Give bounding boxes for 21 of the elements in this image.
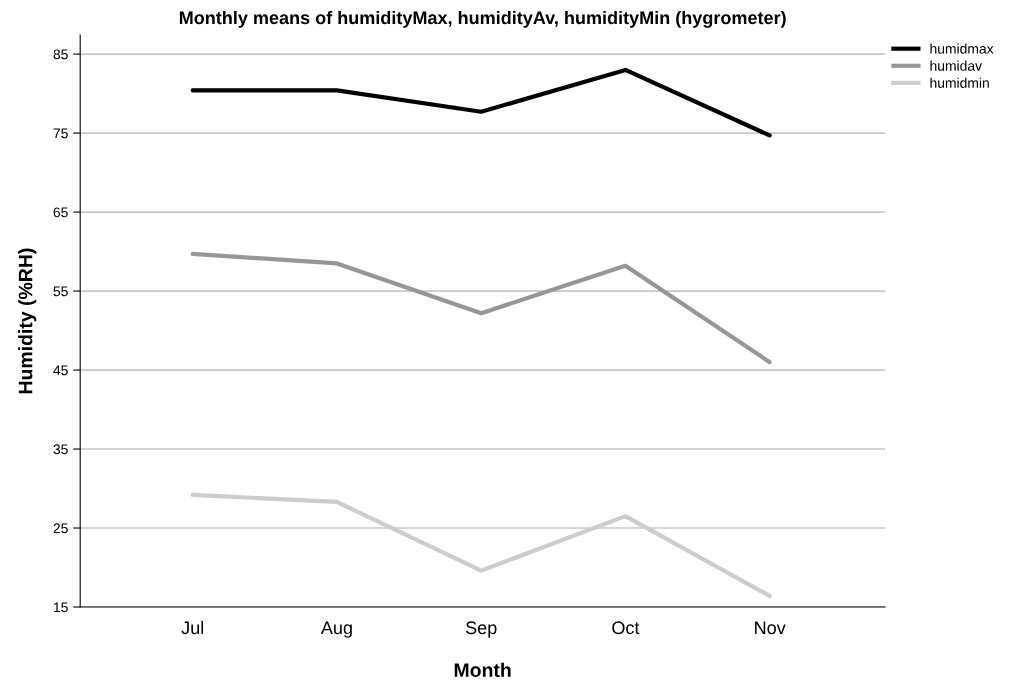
- legend-label: humidav: [930, 60, 982, 71]
- x-tick-label: Sep: [465, 621, 497, 638]
- y-tick-label: 75: [53, 128, 68, 139]
- chart-title: Monthly means of humidityMax, humidityAv, humidityMin (hygrometer): [179, 10, 786, 28]
- y-tick-label: 55: [53, 286, 68, 297]
- y-tick-label: 15: [53, 602, 68, 613]
- x-tick-label: Nov: [755, 621, 786, 635]
- x-tick-label: Aug: [320, 621, 352, 638]
- y-tick-label: 45: [53, 365, 68, 376]
- x-axis-title: Month: [454, 662, 511, 678]
- y-tick-label: 65: [53, 207, 68, 218]
- legend-label: humidmax: [930, 43, 994, 54]
- y-tick-label: 25: [53, 523, 68, 534]
- x-tick-label: Jul: [181, 620, 204, 635]
- y-tick-label: 85: [53, 49, 68, 60]
- line-series: [190, 67, 772, 138]
- y-axis-title: Humidity (%RH): [18, 248, 37, 394]
- x-tick-label: Oct: [612, 621, 640, 635]
- line-series: [190, 251, 772, 365]
- y-tick-label: 35: [53, 444, 68, 455]
- legend-label: humidmin: [930, 77, 989, 88]
